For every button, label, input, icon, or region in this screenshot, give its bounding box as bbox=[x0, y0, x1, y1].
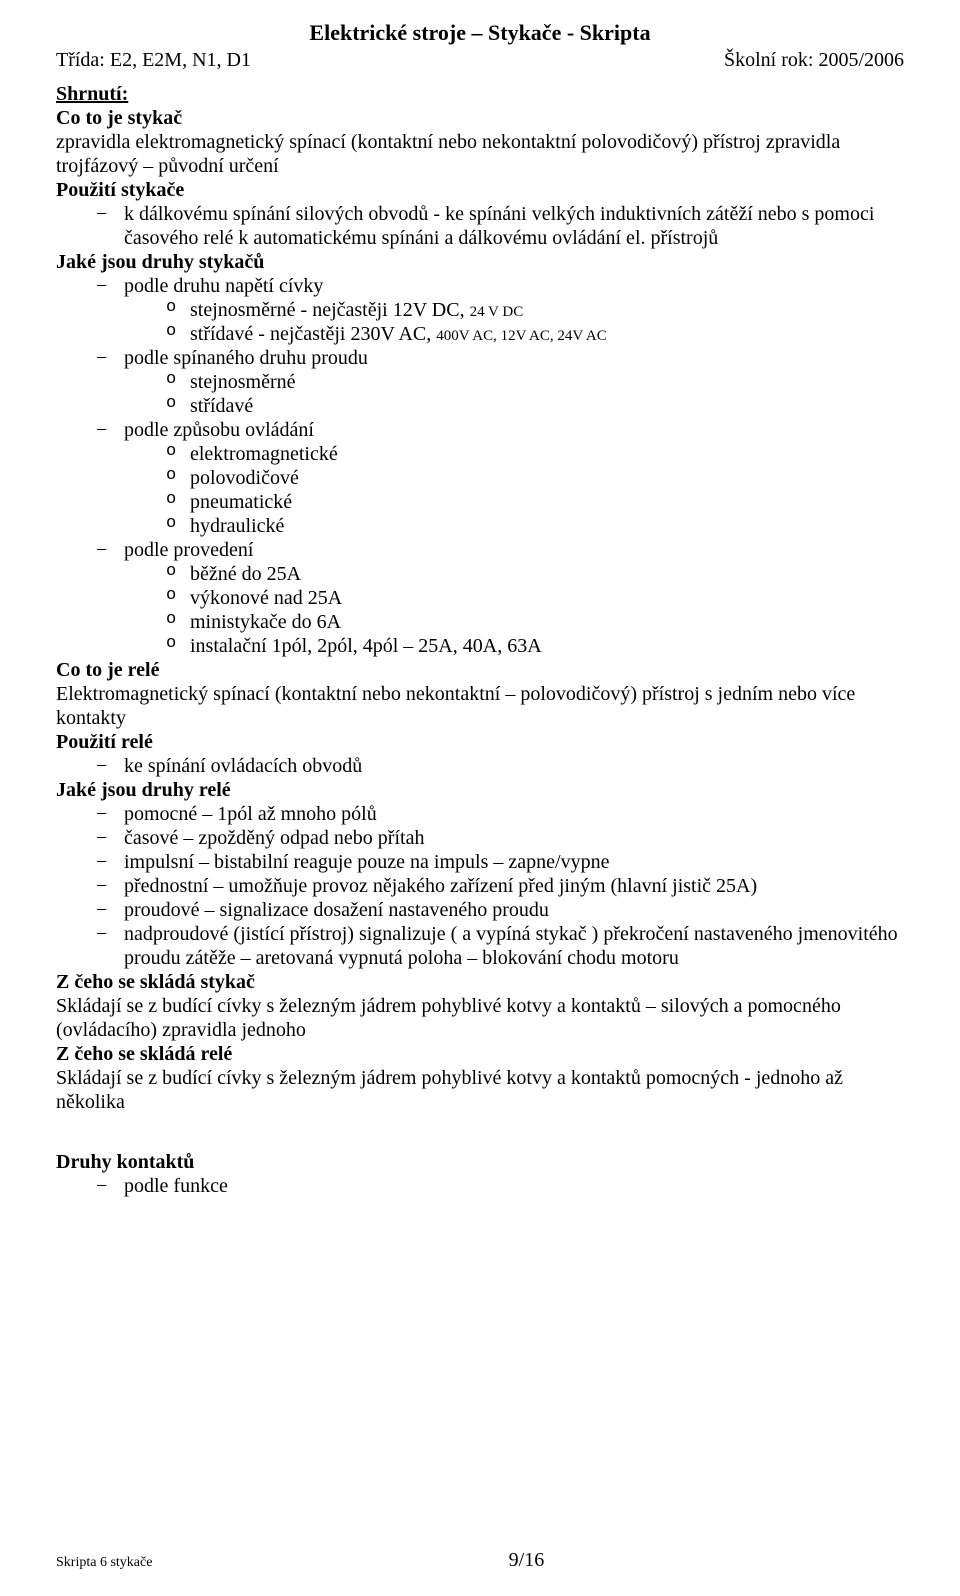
list-item: běžné do 25A bbox=[166, 562, 904, 586]
class-label: Třída: E2, E2M, N1, D1 bbox=[56, 48, 251, 72]
list-item: pneumatické bbox=[166, 490, 904, 514]
heading-co-rele: Co to je relé bbox=[56, 658, 904, 682]
list-item: přednostní – umožňuje provoz nějakého za… bbox=[96, 874, 904, 898]
list-druhy-kontaktu: podle funkce bbox=[56, 1174, 904, 1198]
list-item: hydraulické bbox=[166, 514, 904, 538]
heading-sklada-stykac: Z čeho se skládá stykač bbox=[56, 970, 904, 994]
heading-sklada-rele: Z čeho se skládá relé bbox=[56, 1042, 904, 1066]
list-pouziti-rele: ke spínání ovládacích obvodů bbox=[56, 754, 904, 778]
heading-druhy-kontaktu: Druhy kontaktů bbox=[56, 1150, 904, 1174]
heading-pouziti-stykace: Použití stykače bbox=[56, 178, 904, 202]
list-item: střídavé bbox=[166, 394, 904, 418]
list-item: výkonové nad 25A bbox=[166, 586, 904, 610]
heading-pouziti-rele: Použití relé bbox=[56, 730, 904, 754]
list-item: proudové – signalizace dosažení nastaven… bbox=[96, 898, 904, 922]
paragraph-rele-def: Elektromagnetický spínací (kontaktní neb… bbox=[56, 682, 904, 730]
list-item: impulsní – bistabilní reaguje pouze na i… bbox=[96, 850, 904, 874]
spacer bbox=[56, 1114, 904, 1150]
meta-row: Třída: E2, E2M, N1, D1 Školní rok: 2005/… bbox=[56, 48, 904, 72]
sublist: elektromagnetické polovodičové pneumatic… bbox=[124, 442, 904, 538]
list-item: pomocné – 1pól až mnoho pólů bbox=[96, 802, 904, 826]
heading-druhy-stykacu: Jaké jsou druhy stykačů bbox=[56, 250, 904, 274]
footer-left: Skripta 6 stykače bbox=[56, 1555, 152, 1572]
text: stejnosměrné - nejčastěji 12V DC, bbox=[190, 299, 470, 321]
text-small: 24 V DC bbox=[470, 304, 524, 320]
list-item: podle spínaného druhu proudu stejnosměrn… bbox=[96, 346, 904, 418]
list-item: ministykače do 6A bbox=[166, 610, 904, 634]
list-pouziti-stykace: k dálkovému spínání silových obvodů - ke… bbox=[56, 202, 904, 250]
sublist: stejnosměrné - nejčastěji 12V DC, 24 V D… bbox=[124, 298, 904, 346]
list-item: stejnosměrné bbox=[166, 370, 904, 394]
document-page: Elektrické stroje – Stykače - Skripta Tř… bbox=[0, 0, 960, 1596]
text: střídavé - nejčastěji 230V AC, bbox=[190, 323, 436, 345]
list-item: ke spínání ovládacích obvodů bbox=[96, 754, 904, 778]
list-item-label: podle způsobu ovládání bbox=[124, 419, 314, 441]
heading-co-stykac: Co to je stykač bbox=[56, 106, 904, 130]
list-druhy-stykacu: podle druhu napětí cívky stejnosměrné - … bbox=[56, 274, 904, 658]
paragraph-stykac-def: zpravidla elektromagnetický spínací (kon… bbox=[56, 130, 904, 178]
paragraph-sklada-stykac: Skládají se z budící cívky s železným já… bbox=[56, 994, 904, 1042]
heading-druhy-rele: Jaké jsou druhy relé bbox=[56, 778, 904, 802]
list-item-label: podle provedení bbox=[124, 539, 253, 561]
sublist: stejnosměrné střídavé bbox=[124, 370, 904, 418]
list-item-label: podle druhu napětí cívky bbox=[124, 275, 323, 297]
list-item: podle způsobu ovládání elektromagnetické… bbox=[96, 418, 904, 538]
list-item: podle druhu napětí cívky stejnosměrné - … bbox=[96, 274, 904, 346]
list-item: podle provedení běžné do 25A výkonové na… bbox=[96, 538, 904, 658]
list-item: časové – zpožděný odpad nebo přítah bbox=[96, 826, 904, 850]
list-item-label: podle spínaného druhu proudu bbox=[124, 347, 368, 369]
sublist: běžné do 25A výkonové nad 25A ministykač… bbox=[124, 562, 904, 658]
page-number: 9/16 bbox=[509, 1548, 545, 1572]
list-item: elektromagnetické bbox=[166, 442, 904, 466]
list-item: k dálkovému spínání silových obvodů - ke… bbox=[96, 202, 904, 250]
list-item: polovodičové bbox=[166, 466, 904, 490]
list-item: instalační 1pól, 2pól, 4pól – 25A, 40A, … bbox=[166, 634, 904, 658]
list-druhy-rele: pomocné – 1pól až mnoho pólů časové – zp… bbox=[56, 802, 904, 970]
page-footer: Skripta 6 stykače 9/16 . bbox=[56, 1548, 904, 1572]
list-item: stejnosměrné - nejčastěji 12V DC, 24 V D… bbox=[166, 298, 904, 322]
text-small: 400V AC, 12V AC, 24V AC bbox=[436, 328, 606, 344]
summary-heading: Shrnutí: bbox=[56, 82, 904, 106]
paragraph-sklada-rele: Skládají se z budící cívky s železným já… bbox=[56, 1066, 904, 1114]
page-title: Elektrické stroje – Stykače - Skripta bbox=[56, 20, 904, 46]
list-item: podle funkce bbox=[96, 1174, 904, 1198]
year-label: Školní rok: 2005/2006 bbox=[724, 48, 904, 72]
list-item: nadproudové (jistící přístroj) signalizu… bbox=[96, 922, 904, 970]
list-item: střídavé - nejčastěji 230V AC, 400V AC, … bbox=[166, 322, 904, 346]
